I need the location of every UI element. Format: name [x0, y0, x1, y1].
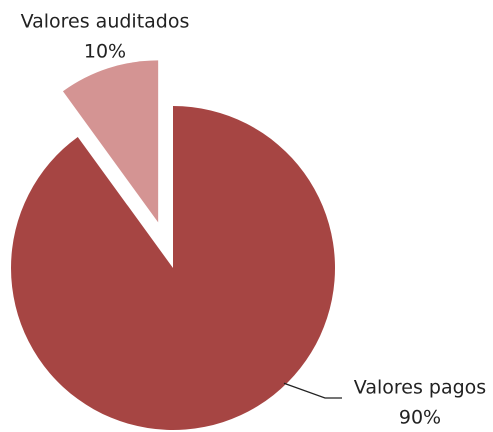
slice-label: Valores auditados [21, 11, 190, 33]
slice-label: Valores pagos [354, 377, 486, 399]
leader-line [283, 382, 342, 399]
pie-slice [10, 106, 336, 430]
slice-value-label: 90% [399, 407, 441, 429]
pie-slice [62, 60, 159, 223]
slice-value-label: 10% [84, 41, 126, 63]
